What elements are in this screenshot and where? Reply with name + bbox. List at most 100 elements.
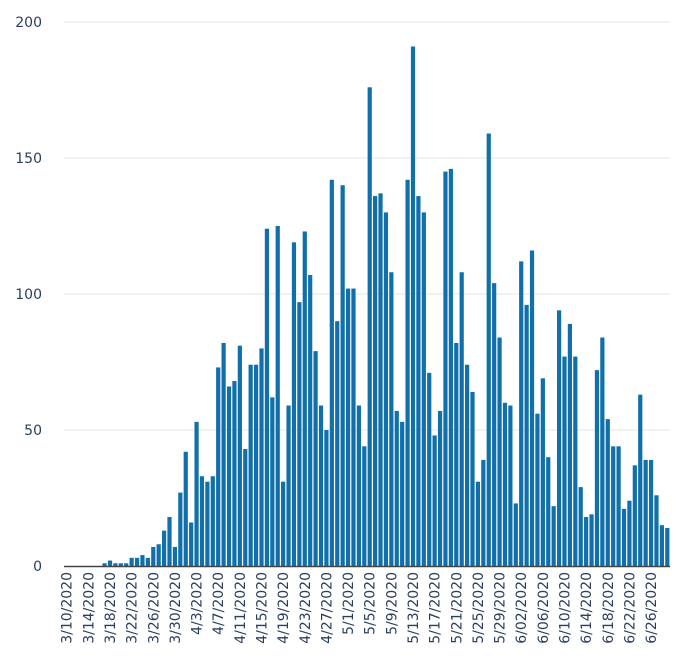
bar [437,410,443,566]
bar [508,405,513,566]
y-tick-label: 100 [15,287,42,303]
bar [118,563,123,566]
bar [297,302,302,566]
bar [492,283,497,566]
bar [275,226,280,566]
bars [102,46,670,567]
bar [627,500,632,566]
bar [259,348,264,566]
x-tick-label: 6/06/2020 [536,572,552,644]
bar [611,446,616,566]
bar [383,212,389,566]
bar [573,356,578,566]
x-tick-label: 6/14/2020 [579,572,595,644]
bar [345,288,351,566]
bar [286,405,291,566]
bar [567,323,573,566]
bar [470,391,475,566]
x-tick-label: 6/02/2020 [514,572,530,644]
bar [189,522,194,566]
x-tick-label: 5/13/2020 [406,572,422,644]
bar [324,430,329,566]
bar [373,196,378,566]
bar [632,465,637,566]
bar [389,272,394,566]
x-tick-label: 3/10/2020 [60,572,76,644]
bar [205,481,210,566]
bar [113,563,118,566]
x-tick-label: 3/26/2020 [146,572,162,644]
y-tick-label: 150 [15,151,42,167]
bar [448,168,453,566]
bar [237,345,242,566]
x-tick-label: 4/11/2020 [233,572,249,644]
x-tick-label: 3/22/2020 [125,572,141,644]
bar [594,370,600,566]
bar [340,185,345,566]
bar [519,261,524,566]
x-tick-label: 3/18/2020 [103,572,119,644]
bar [464,364,470,566]
bar [281,481,286,566]
bar [475,481,481,566]
bar [427,372,432,566]
bar [405,179,410,566]
bar [178,492,183,566]
bar [216,367,221,566]
x-tick-label: 4/27/2020 [319,572,335,644]
bar [183,451,188,566]
bar [443,171,448,566]
y-tick-label: 0 [33,559,42,575]
bar [410,46,416,567]
bar [351,288,356,566]
bar [362,446,367,566]
bar [454,342,459,566]
bar [638,394,643,566]
x-tick-label: 6/18/2020 [601,572,617,644]
bar [400,421,405,566]
x-axis-ticks: 3/10/2020 3/14/2020 3/18/2020 3/22/2020 3/26… [60,572,660,644]
y-tick-label: 50 [24,423,42,439]
bar [248,364,253,566]
x-tick-label: 4/7/2020 [211,572,227,635]
bar [210,476,215,566]
bar [270,397,275,566]
x-tick-label: 3/30/2020 [168,572,184,644]
bar [486,133,491,566]
x-tick-label: 4/23/2020 [298,572,314,644]
bar [535,413,540,566]
bar [394,410,399,566]
bar [291,242,297,566]
bar [546,457,551,566]
bar [459,272,464,566]
bar [102,563,107,566]
y-tick-label: 200 [15,15,42,31]
bar [654,495,659,566]
bar [643,459,648,566]
bar [378,193,383,567]
bar [199,476,205,566]
bar [161,530,167,566]
bar [329,179,334,566]
bar [513,503,518,566]
bar [665,527,670,566]
bar [302,231,307,566]
bar [172,546,178,566]
bar [167,517,172,566]
bar [367,87,372,566]
gridlines [64,21,670,431]
bar [232,381,237,566]
bar [556,310,562,566]
bar [194,421,199,566]
bar [156,544,161,566]
y-axis-ticks: 0 50 100 150 200 [15,15,42,575]
x-tick-label: 4/3/2020 [190,572,206,635]
bar [589,514,594,566]
bar [562,356,567,566]
bar [497,337,502,566]
x-tick-label: 5/25/2020 [471,572,487,644]
bar [318,405,324,566]
x-tick-label: 6/22/2020 [622,572,638,644]
x-tick-label: 5/5/2020 [363,572,379,635]
